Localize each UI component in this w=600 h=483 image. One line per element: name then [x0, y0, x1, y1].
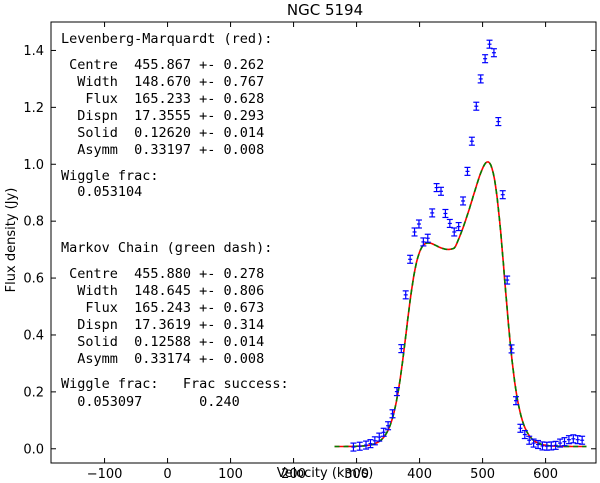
- x-tick-label: 500: [470, 467, 495, 482]
- y-tick-label: 1.0: [23, 158, 44, 173]
- fit-annotation-line: Levenberg-Marquardt (red):: [61, 31, 272, 47]
- fit-annotation-line: Width 148.670 +- 0.767: [61, 74, 264, 90]
- fit-annotation-line: Centre 455.880 +- 0.278: [61, 266, 264, 282]
- data-point: [393, 387, 400, 397]
- fit-annotation-line: Dispn 17.3619 +- 0.314: [61, 317, 264, 333]
- data-point: [402, 290, 409, 300]
- data-point: [363, 440, 370, 450]
- axis-ticks: −100 0 100 200 300 400 500 600 0.0 0.2 0.4 0.6 0.8 1.…: [23, 22, 596, 482]
- data-point: [468, 136, 475, 146]
- data-point: [398, 344, 405, 354]
- fit-annotation-line: Asymm 0.33174 +- 0.008: [61, 351, 264, 367]
- y-axis-label: Flux density (Jy): [4, 188, 19, 293]
- y-tick-label: 0.8: [23, 215, 44, 230]
- data-point: [499, 190, 506, 200]
- data-point: [557, 438, 564, 448]
- data-point: [543, 441, 550, 451]
- data-point: [561, 437, 568, 447]
- data-points: [350, 39, 586, 452]
- data-point: [460, 196, 467, 206]
- y-tick-label: 0.4: [23, 328, 44, 343]
- data-point: [407, 254, 414, 264]
- x-tick-label: 600: [533, 467, 558, 482]
- data-point: [451, 227, 458, 237]
- data-point: [411, 227, 418, 237]
- data-point: [490, 48, 497, 58]
- data-point: [415, 219, 422, 229]
- data-point: [526, 435, 533, 445]
- fit-annotation-line: Width 148.645 +- 0.806: [61, 283, 264, 299]
- data-point: [565, 435, 572, 445]
- y-tick-label: 0.0: [23, 442, 44, 457]
- x-axis-label: Velocity (km/s): [277, 466, 374, 481]
- fit-annotation-line: Solid 0.12620 +- 0.014: [61, 125, 264, 141]
- fit-annotation-line: Dispn 17.3555 +- 0.293: [61, 108, 264, 124]
- data-point: [455, 221, 462, 232]
- y-tick-label: 0.6: [23, 272, 44, 287]
- data-point: [424, 233, 431, 243]
- data-point: [367, 439, 374, 449]
- data-point: [579, 435, 586, 445]
- fit-annotation-line: Markov Chain (green dash):: [61, 240, 272, 256]
- data-point: [570, 434, 577, 444]
- data-point: [495, 116, 502, 127]
- data-point: [473, 101, 480, 111]
- data-point: [517, 423, 524, 433]
- data-point: [552, 440, 559, 450]
- y-tick-label: 0.2: [23, 385, 44, 400]
- fit-annotation-line: Wiggle frac:: [61, 168, 159, 184]
- fit-annotation-line: 0.053104: [61, 184, 142, 200]
- data-point: [429, 208, 436, 218]
- data-point: [504, 275, 511, 285]
- data-point: [438, 186, 445, 196]
- x-tick-label: 100: [218, 467, 243, 482]
- fit-annotation-line: Flux 165.233 +- 0.628: [61, 91, 264, 107]
- data-point: [486, 39, 493, 49]
- x-tick-label: −100: [87, 467, 123, 482]
- data-point: [380, 427, 387, 437]
- y-tick-label: 1.2: [23, 101, 44, 116]
- fit-annotation-line: Centre 455.867 +- 0.262: [61, 57, 264, 73]
- data-point: [371, 436, 378, 446]
- data-point: [385, 421, 392, 431]
- data-point: [530, 438, 537, 448]
- data-point: [539, 441, 546, 451]
- x-tick-label: 200: [281, 467, 306, 482]
- data-point: [389, 409, 396, 419]
- data-point: [433, 183, 440, 193]
- data-point: [521, 429, 528, 440]
- data-point: [442, 208, 449, 219]
- data-point: [464, 166, 471, 176]
- y-tick-label: 1.4: [23, 44, 44, 59]
- data-point: [356, 441, 363, 451]
- fit-annotation-line: Solid 0.12588 +- 0.014: [61, 334, 264, 350]
- data-point: [446, 218, 453, 229]
- data-point: [508, 344, 515, 354]
- mc-fit-curve: [334, 161, 587, 448]
- fit-curves: [334, 161, 587, 448]
- plot-area-frame: [50, 21, 597, 464]
- fit-annotation-line: 0.053097 0.240: [61, 394, 240, 410]
- fit-annotation-line: Asymm 0.33197 +- 0.008: [61, 142, 264, 158]
- chart-title: NGC 5194: [287, 1, 363, 19]
- data-point: [350, 442, 357, 452]
- x-tick-label: 400: [407, 467, 432, 482]
- data-point: [477, 74, 484, 84]
- data-point: [512, 396, 519, 406]
- fit-annotation-line: Flux 165.243 +- 0.673: [61, 300, 264, 316]
- data-point: [420, 237, 427, 247]
- x-tick-label: 0: [163, 467, 171, 482]
- x-tick-label: 300: [344, 467, 369, 482]
- data-point: [376, 432, 383, 442]
- data-point: [482, 54, 489, 64]
- fit-annotations: Levenberg-Marquardt (red): Centre 455.86…: [61, 31, 289, 410]
- data-point: [535, 439, 542, 450]
- fit-annotation-line: Wiggle frac: Frac success:: [61, 376, 289, 392]
